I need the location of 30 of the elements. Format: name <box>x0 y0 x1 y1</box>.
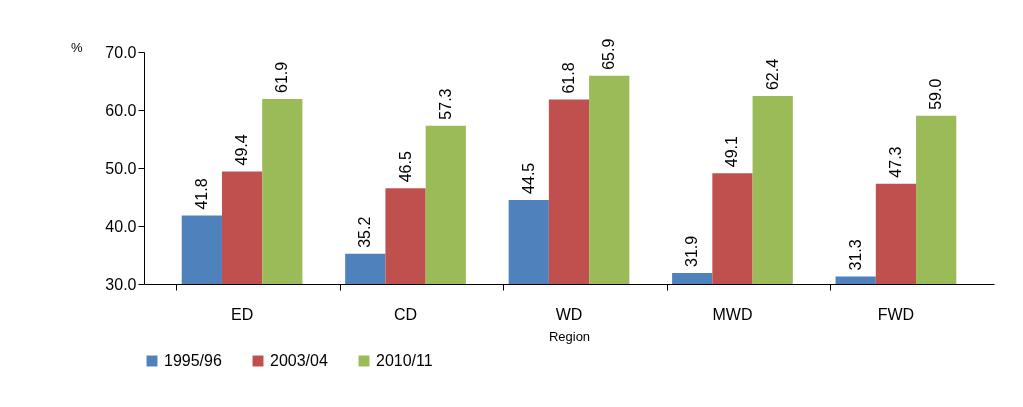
data-label: 62.4 <box>763 58 781 91</box>
data-label: 46.5 <box>396 151 414 183</box>
data-label: 44.5 <box>519 162 537 194</box>
legend-label: 2003/04 <box>270 352 328 369</box>
y-tick-label: 40.0 <box>105 217 137 235</box>
x-axis-title: Region <box>548 328 591 344</box>
data-label: 41.8 <box>192 178 210 210</box>
y-tick-label: 60.0 <box>105 101 137 119</box>
x-tick-label: MWD <box>712 305 753 323</box>
data-label: 49.4 <box>233 134 251 166</box>
x-tick-label: ED <box>230 305 254 323</box>
data-label: 61.9 <box>273 61 291 93</box>
legend-label: 2010/11 <box>376 352 433 369</box>
data-label: 59.0 <box>927 78 945 110</box>
data-label: 65.9 <box>600 38 618 70</box>
data-label: 31.9 <box>683 235 701 267</box>
data-label: 49.1 <box>723 135 741 168</box>
y-tick-label: 30.0 <box>105 275 137 293</box>
y-tick-label: 70.0 <box>105 43 137 61</box>
y-tick-label: 50.0 <box>105 159 137 177</box>
data-label: 35.2 <box>356 216 374 248</box>
data-label: 57.3 <box>436 88 454 120</box>
data-label: 31.3 <box>846 239 864 271</box>
x-tick-label: FWD <box>877 305 915 323</box>
data-label: 61.8 <box>560 62 577 94</box>
x-tick-label: WD <box>555 305 583 323</box>
y-axis-title: % <box>70 39 83 55</box>
legend-label: 1995/96 <box>164 352 222 369</box>
x-tick-label: CD <box>393 305 418 323</box>
data-label: 47.3 <box>886 146 904 178</box>
